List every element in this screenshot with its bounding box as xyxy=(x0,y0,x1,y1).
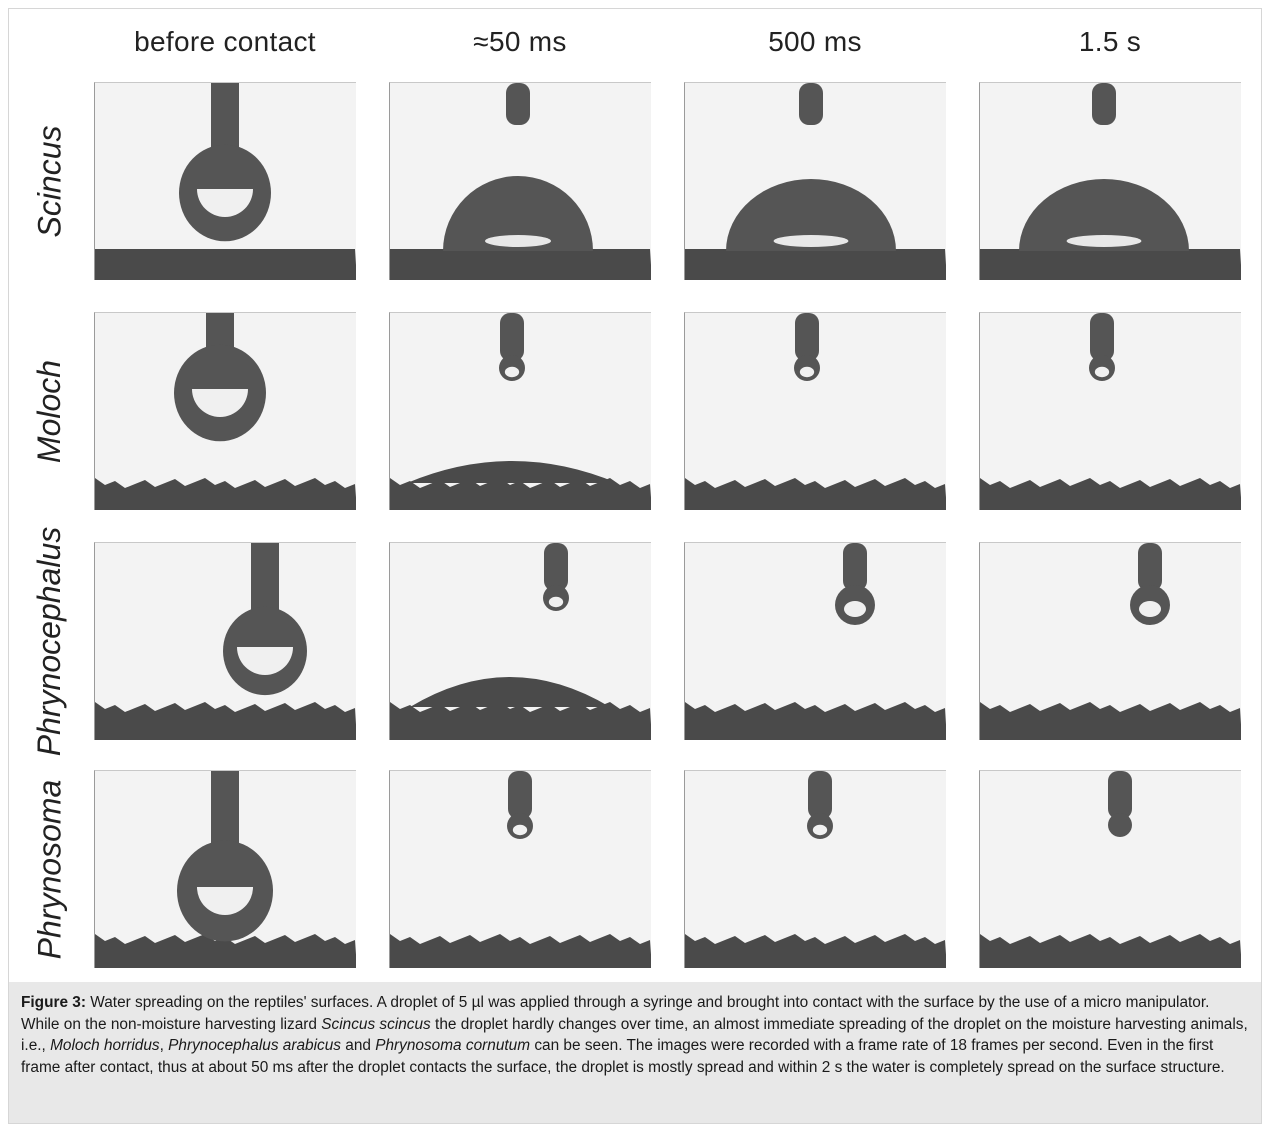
droplet-highlight xyxy=(197,189,253,217)
droplet-highlight xyxy=(504,366,520,378)
droplet-image-moloch-2 xyxy=(389,312,651,510)
column-header-50ms: ≈50 ms xyxy=(473,26,567,57)
spreading-film xyxy=(410,677,610,707)
caption-species: Moloch horridus xyxy=(50,1037,160,1054)
droplet-image-scincus-2 xyxy=(389,82,651,280)
droplet-image-phrynosoma-4 xyxy=(979,770,1241,968)
droplet-image-phrynocephalus-2 xyxy=(389,542,651,740)
surface xyxy=(980,934,1241,968)
droplet-image-phrynocephalus-3 xyxy=(684,542,946,740)
droplet-highlight xyxy=(773,235,849,247)
droplet-image-phrynocephalus-4 xyxy=(979,542,1241,740)
row-label-phrynosoma: Phrynosoma xyxy=(31,779,68,959)
droplet-image-scincus-3 xyxy=(684,82,946,280)
droplet-image-phrynosoma-3 xyxy=(684,770,946,968)
droplet-image-scincus-1 xyxy=(94,82,356,280)
syringe-needle xyxy=(508,771,532,819)
residual-droplet xyxy=(1108,813,1132,837)
syringe-needle xyxy=(808,771,832,819)
caption-text: and xyxy=(340,1037,376,1054)
syringe-needle xyxy=(1090,313,1114,361)
syringe-needle xyxy=(799,83,823,125)
caption-label: Figure 3: xyxy=(21,994,86,1011)
syringe-needle xyxy=(1138,543,1162,591)
caption-text: Water spreading on the reptiles' surface… xyxy=(21,994,1210,1033)
surface xyxy=(390,249,651,280)
droplet-highlight xyxy=(799,366,815,378)
sessile-droplet xyxy=(726,179,896,251)
surface xyxy=(685,249,946,280)
droplet-highlight xyxy=(812,824,828,836)
surface xyxy=(980,702,1241,740)
surface xyxy=(980,249,1241,280)
droplet-image-phrynocephalus-1 xyxy=(94,542,356,740)
surface xyxy=(685,478,946,510)
syringe-needle xyxy=(211,83,239,155)
droplet-image-phrynosoma-2 xyxy=(389,770,651,968)
column-header-500ms: 500 ms xyxy=(768,26,862,57)
droplet-highlight xyxy=(1066,235,1142,247)
droplet-highlight xyxy=(1139,601,1161,617)
surface xyxy=(95,702,356,740)
droplet-image-moloch-1 xyxy=(94,312,356,510)
droplet-highlight xyxy=(192,389,248,417)
droplet-highlight xyxy=(512,824,528,836)
syringe-needle xyxy=(251,543,279,617)
syringe-needle xyxy=(1092,83,1116,125)
syringe-needle xyxy=(843,543,867,591)
surface xyxy=(95,478,356,510)
surface xyxy=(95,249,356,280)
droplet-highlight xyxy=(197,887,253,915)
spreading-film xyxy=(407,461,617,483)
surface xyxy=(980,478,1241,510)
droplet-highlight xyxy=(237,647,293,675)
figure-caption: Figure 3: Water spreading on the reptile… xyxy=(9,982,1261,1123)
sessile-droplet xyxy=(443,176,593,251)
droplet-highlight xyxy=(1094,366,1110,378)
sessile-droplet xyxy=(1019,179,1189,251)
row-label-phrynocephalus: Phrynocephalus xyxy=(31,526,68,756)
surface xyxy=(685,702,946,740)
surface xyxy=(685,934,946,968)
droplet-highlight xyxy=(844,601,866,617)
syringe-needle xyxy=(211,771,239,851)
caption-species: Scincus scincus xyxy=(321,1015,431,1033)
caption-species: Phrynosoma cornutum xyxy=(375,1037,531,1054)
syringe-needle xyxy=(500,313,524,361)
syringe-needle xyxy=(1108,771,1132,819)
surface xyxy=(390,934,651,968)
droplet-image-moloch-4 xyxy=(979,312,1241,510)
caption-text: the droplet hardly changes over time, an… xyxy=(21,1015,1248,1055)
surface xyxy=(390,702,651,740)
column-header-before-contact: before contact xyxy=(134,26,316,57)
row-label-moloch: Moloch xyxy=(31,359,68,463)
droplet-image-scincus-4 xyxy=(979,82,1241,280)
caption-text: can be seen. The images were recorded wi… xyxy=(21,1037,1225,1076)
syringe-needle xyxy=(506,83,530,125)
droplet-image-phrynosoma-1 xyxy=(94,770,356,968)
caption-text: , xyxy=(159,1037,169,1054)
surface xyxy=(95,934,356,968)
surface xyxy=(390,478,651,510)
droplet-highlight xyxy=(548,596,564,608)
syringe-needle xyxy=(544,543,568,591)
droplet-image-moloch-3 xyxy=(684,312,946,510)
row-label-scincus: Scincus xyxy=(31,124,68,238)
column-header-1-5s: 1.5 s xyxy=(1078,26,1142,57)
droplet-highlight xyxy=(485,235,551,247)
syringe-needle xyxy=(795,313,819,361)
caption-species: Phrynocephalus arabicus xyxy=(168,1037,341,1054)
